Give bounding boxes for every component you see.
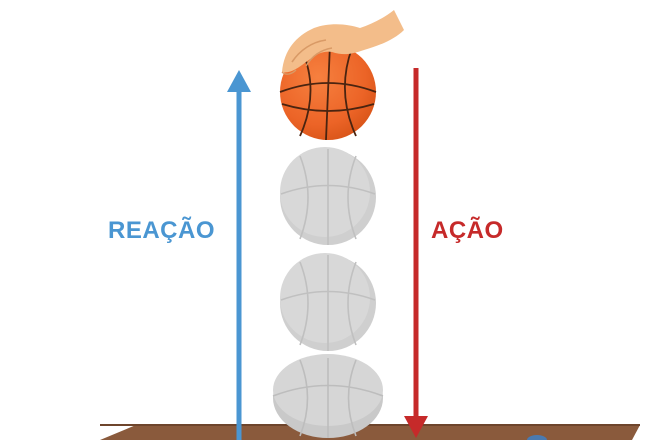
reaction-arrow (227, 70, 251, 440)
action-label: AÇÃO (431, 217, 504, 244)
action-arrow (404, 68, 428, 438)
ghost-ball-3 (272, 354, 384, 438)
ghost-ball-1 (280, 147, 376, 245)
reaction-label: REAÇÃO (108, 217, 216, 244)
basketball-icon (279, 43, 377, 141)
hand-icon (281, 10, 404, 75)
floor-surface (100, 424, 640, 440)
ghost-ball-2 (280, 253, 376, 351)
